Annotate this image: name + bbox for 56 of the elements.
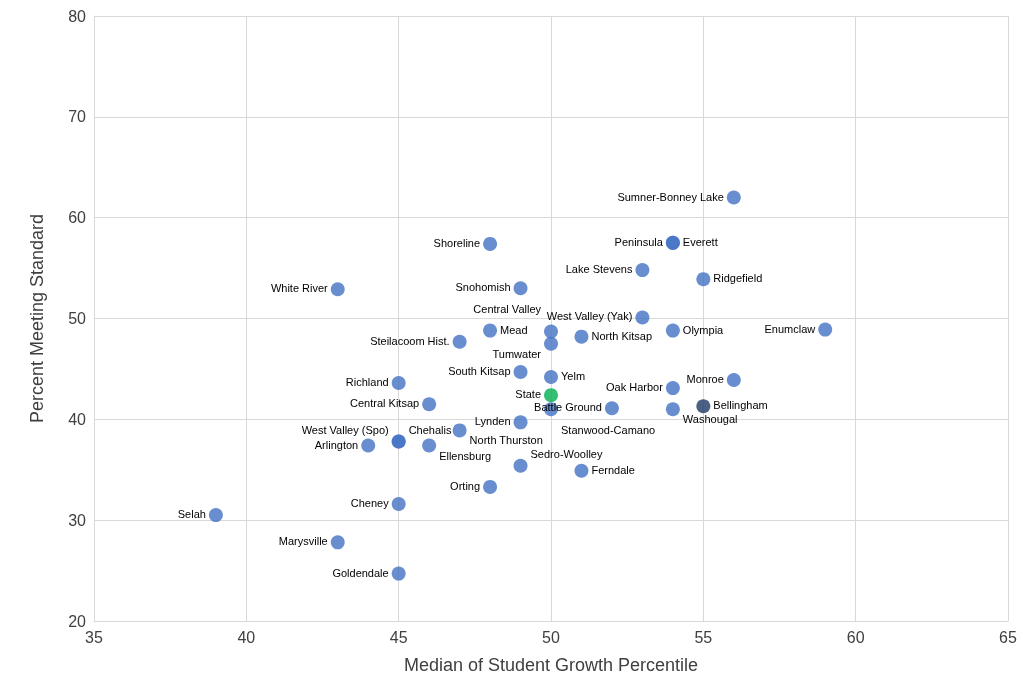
x-tick-label: 60 xyxy=(846,628,865,646)
y-tick-label: 50 xyxy=(68,310,87,327)
annotation: Peninsula xyxy=(614,235,664,248)
annotation: Orting xyxy=(450,479,481,492)
annotation: Olympia xyxy=(682,323,725,336)
x-tick-label: 45 xyxy=(389,628,408,646)
annotation: Central Kitsap xyxy=(350,397,420,410)
annotation: Ferndale xyxy=(591,463,635,476)
annotation: North Kitsap xyxy=(591,329,652,342)
y-tick-label: 60 xyxy=(68,209,87,227)
annotation: Bellingham xyxy=(713,399,768,412)
annotation: Sumner-Bonney Lake xyxy=(617,190,724,203)
annotation: Goldendale xyxy=(332,566,389,579)
y-tick-label: 40 xyxy=(68,410,87,428)
annotation: White River xyxy=(270,282,329,295)
annotation: Stanwood-Camano xyxy=(561,424,656,437)
x-tick-label: 35 xyxy=(85,628,103,646)
annotation: Battle Ground xyxy=(534,401,602,414)
annotation: Richland xyxy=(345,376,389,389)
annotation: Lake Stevens xyxy=(565,263,633,276)
annotation: Monroe xyxy=(686,373,724,386)
y-tick-label: 80 xyxy=(68,7,87,25)
annotation: Yelm xyxy=(561,369,586,382)
annotation: West Valley (Spo) xyxy=(301,423,389,436)
x-tick-label: 65 xyxy=(999,628,1017,646)
x-tick-label: 50 xyxy=(542,628,560,646)
annotation: North Thurston xyxy=(469,434,543,447)
annotation: Lynden xyxy=(474,415,511,428)
annotation: Tumwater xyxy=(492,347,542,360)
x-tick-label: 40 xyxy=(237,628,256,646)
annotation: Central Valley xyxy=(473,302,542,315)
x-tick-label: 55 xyxy=(694,628,713,646)
annotation: Ellensburg xyxy=(439,449,492,462)
annotation: Sedro-Woolley xyxy=(530,447,603,460)
y-tick-label: 30 xyxy=(68,511,87,529)
annotation: Enumclaw xyxy=(764,322,816,335)
annotation: Cheney xyxy=(350,497,390,510)
annotation: Arlington xyxy=(314,438,359,451)
annotation: Snohomish xyxy=(455,281,511,294)
annotation: Mead xyxy=(500,323,528,336)
annotation: Everett xyxy=(682,235,718,248)
annotation: Oak Harbor xyxy=(606,381,664,394)
annotation: Washougal xyxy=(682,413,738,426)
annotation: Chehalis xyxy=(408,423,452,436)
annotation: South Kitsap xyxy=(448,364,511,377)
annotation: State xyxy=(515,388,541,401)
annotation: Marysville xyxy=(278,535,328,548)
annotation: Ridgefield xyxy=(713,272,763,285)
annotation: Selah xyxy=(177,508,206,521)
annotation: Shoreline xyxy=(433,236,481,249)
y-axis-title: Percent Meeting Standard xyxy=(27,213,47,424)
x-axis-title: Median of Student Growth Percentile xyxy=(403,655,699,675)
y-tick-label: 20 xyxy=(68,612,87,630)
annotation: Steilacoom Hist. xyxy=(370,334,450,347)
y-tick-label: 70 xyxy=(68,108,87,126)
annotation: West Valley (Yak) xyxy=(546,310,633,323)
